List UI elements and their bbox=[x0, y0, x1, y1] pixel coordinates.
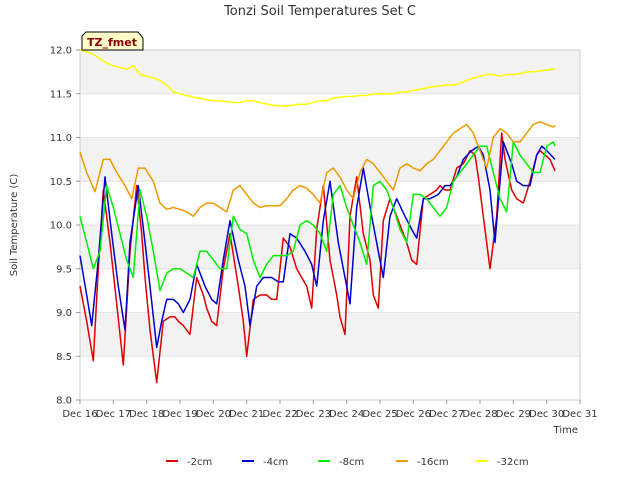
legend-entry: -16cm bbox=[417, 457, 449, 468]
grid-band bbox=[80, 312, 580, 357]
badge-label: TZ_fmet bbox=[87, 36, 137, 49]
x-tick-label: Dec 29 bbox=[496, 409, 531, 420]
y-tick-label: 11.5 bbox=[50, 89, 72, 100]
y-tick-label: 9.0 bbox=[56, 308, 72, 319]
grid-band bbox=[80, 50, 580, 94]
x-tick-label: Dec 16 bbox=[62, 409, 97, 420]
y-tick-label: 12.0 bbox=[50, 46, 72, 57]
legend-entry: -4cm bbox=[263, 457, 288, 468]
x-axis-label: Time bbox=[553, 425, 578, 436]
y-tick-label: 10.5 bbox=[50, 177, 72, 188]
x-tick-label: Dec 30 bbox=[529, 409, 564, 420]
x-tick-label: Dec 24 bbox=[329, 409, 364, 420]
y-tick-label: 9.5 bbox=[56, 264, 72, 275]
x-tick-label: Dec 26 bbox=[396, 409, 431, 420]
x-tick-label: Dec 28 bbox=[462, 409, 497, 420]
series-line-minus-8cm bbox=[79, 141, 556, 292]
x-tick-label: Dec 17 bbox=[96, 409, 131, 420]
y-tick-label: 8.5 bbox=[56, 352, 72, 363]
x-tick-label: Dec 19 bbox=[162, 409, 197, 420]
y-axis-ticks: 8.0 8.5 9.0 9.5 10.0 10.5 11.0 11.5 12.0 bbox=[50, 46, 80, 407]
y-tick-label: 8.0 bbox=[56, 396, 72, 407]
y-axis-label: Soil Temperature (C) bbox=[9, 174, 20, 277]
y-tick-label: 10.0 bbox=[50, 221, 72, 232]
x-tick-label: Dec 31 bbox=[562, 409, 597, 420]
chart-title: Tonzi Soil Temperatures Set C bbox=[223, 4, 416, 19]
series-line-minus-4cm bbox=[79, 141, 556, 349]
x-tick-label: Dec 23 bbox=[296, 409, 331, 420]
x-tick-label: Dec 18 bbox=[129, 409, 164, 420]
legend-entry: -32cm bbox=[497, 457, 529, 468]
x-tick-label: Dec 22 bbox=[262, 409, 297, 420]
legend-entry: -2cm bbox=[187, 457, 212, 468]
x-tick-label: Dec 21 bbox=[229, 409, 264, 420]
x-tick-label: Dec 20 bbox=[196, 409, 231, 420]
legend-entry: -8cm bbox=[339, 457, 364, 468]
series-line-minus-16cm bbox=[79, 121, 556, 218]
x-tick-label: Dec 25 bbox=[362, 409, 397, 420]
series-line-minus-2cm bbox=[79, 132, 556, 384]
tz-fmet-badge: TZ_fmet bbox=[81, 31, 144, 51]
grid-band bbox=[80, 137, 580, 182]
x-tick-label: Dec 27 bbox=[429, 409, 464, 420]
grid-bands bbox=[80, 49, 580, 401]
series-line-minus-32cm bbox=[79, 49, 556, 107]
legend: -2cm -4cm -8cm -16cm -32cm bbox=[166, 457, 529, 468]
y-tick-label: 11.0 bbox=[50, 133, 72, 144]
badge-shape bbox=[81, 31, 144, 51]
series-lines bbox=[79, 49, 556, 384]
